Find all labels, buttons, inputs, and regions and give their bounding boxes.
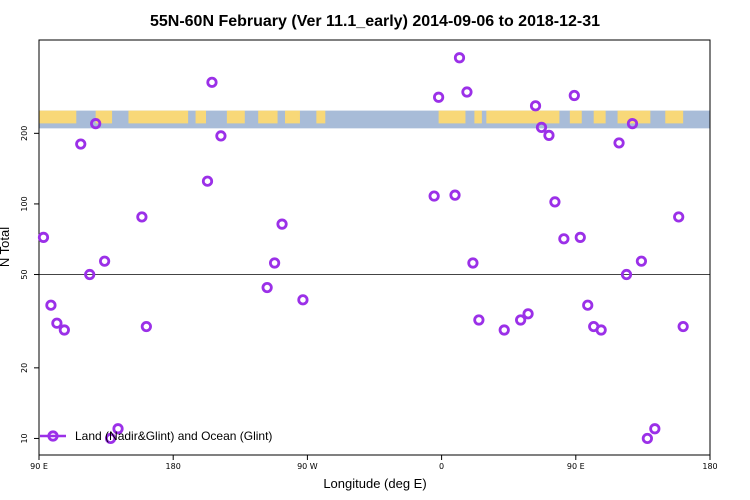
land-segment <box>617 110 651 124</box>
data-point <box>515 314 527 326</box>
land-segment <box>195 110 207 124</box>
data-point <box>626 118 639 130</box>
land-segment <box>474 110 482 124</box>
data-point <box>206 76 218 88</box>
data-point <box>641 432 653 445</box>
data-point <box>37 231 50 243</box>
data-point <box>201 175 214 187</box>
data-point <box>58 324 70 336</box>
data-point <box>582 299 594 311</box>
data-point <box>620 268 633 281</box>
data-points <box>37 52 689 445</box>
data-point <box>677 320 689 333</box>
data-point <box>522 308 534 320</box>
data-point <box>215 130 227 142</box>
data-point <box>549 196 561 208</box>
land-ocean-band <box>39 110 710 129</box>
data-point <box>268 257 281 269</box>
y-tick-label: 20 <box>20 363 29 373</box>
data-point <box>558 233 570 245</box>
data-point <box>75 138 87 150</box>
data-point <box>568 89 580 102</box>
plot-frame <box>38 39 711 456</box>
axes: 90 E 180 90 W 0 90 E 180 10 20 50 100 200 <box>20 39 718 471</box>
data-point <box>112 423 124 435</box>
data-point <box>99 255 111 267</box>
y-tick-label: 10 <box>20 433 29 443</box>
chart-title: 55N-60N February (Ver 11.1_early) 2014-0… <box>150 13 600 30</box>
data-point <box>140 320 152 333</box>
data-point <box>297 294 309 306</box>
land-segment <box>258 110 278 124</box>
data-point <box>449 189 461 201</box>
data-point <box>461 86 473 98</box>
data-point <box>104 432 117 445</box>
legend: Land (Nadir&Glint) and Ocean (Glint) <box>40 429 272 443</box>
y-axis-label: N Total <box>0 227 12 267</box>
land-segment <box>316 110 326 124</box>
data-point <box>635 255 648 267</box>
y-tick-label: 100 <box>20 196 29 211</box>
data-point <box>51 317 63 329</box>
data-point <box>261 281 273 294</box>
data-point <box>473 314 485 326</box>
data-point <box>84 268 96 281</box>
data-point <box>428 190 440 202</box>
legend-marker <box>47 430 59 442</box>
data-point <box>649 423 661 435</box>
x-axis-label: Longitude (deg E) <box>323 476 426 491</box>
data-point <box>595 324 607 336</box>
data-point <box>613 137 625 149</box>
legend-label: Land (Nadir&Glint) and Ocean (Glint) <box>75 429 272 443</box>
x-tick-label: 90 E <box>30 462 48 471</box>
data-point <box>433 91 445 103</box>
y-tick-label: 200 <box>20 126 29 141</box>
data-point <box>45 299 57 311</box>
data-point <box>535 121 548 133</box>
land-segment <box>665 110 684 124</box>
land-segment <box>285 110 300 124</box>
land-segment <box>226 110 245 124</box>
data-point <box>529 100 542 112</box>
data-point <box>543 129 555 141</box>
x-tick-label: 180 <box>166 462 181 471</box>
data-point <box>574 231 586 243</box>
data-point <box>90 118 102 130</box>
data-point <box>136 211 148 223</box>
x-tick-label: 90 W <box>297 462 318 471</box>
x-tick-label: 0 <box>439 462 444 471</box>
land-segment <box>438 110 466 124</box>
data-point <box>673 211 685 223</box>
land-segment <box>39 110 77 124</box>
y-tick-label: 50 <box>20 269 29 279</box>
x-tick-label: 180 <box>702 462 717 471</box>
land-segment <box>486 110 560 124</box>
land-segment <box>569 110 582 124</box>
data-point <box>467 257 479 269</box>
x-tick-label: 90 E <box>567 462 585 471</box>
data-point <box>453 52 466 64</box>
land-segment <box>128 110 189 124</box>
data-point <box>276 218 288 230</box>
data-point <box>498 324 510 336</box>
land-segment <box>593 110 606 124</box>
